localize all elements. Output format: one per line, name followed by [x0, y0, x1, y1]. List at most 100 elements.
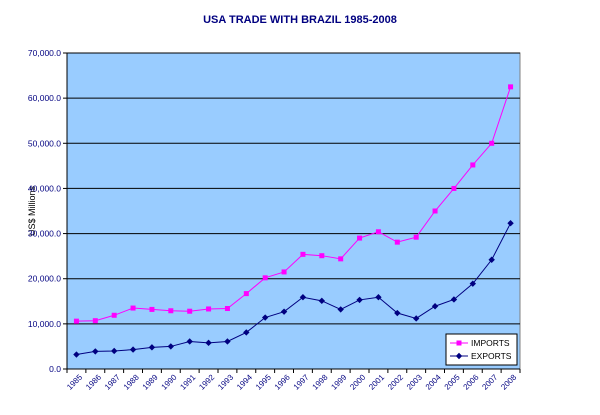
- data-point: [338, 256, 344, 262]
- data-point: [281, 269, 287, 275]
- data-point: [412, 315, 420, 322]
- data-point: [206, 306, 212, 312]
- x-tick-label: 1993: [216, 372, 235, 391]
- data-point: [280, 308, 288, 315]
- data-point: [186, 338, 193, 345]
- data-point: [488, 256, 495, 263]
- data-point: [187, 308, 193, 314]
- x-tick-label: 1985: [65, 372, 84, 391]
- data-point: [394, 239, 400, 245]
- data-point: [73, 318, 79, 324]
- data-point: [450, 296, 458, 303]
- data-point: [508, 84, 514, 90]
- data-point: [300, 251, 306, 257]
- x-tick-label: 1989: [141, 372, 160, 391]
- x-tick-label: 2008: [499, 372, 518, 391]
- x-tick-label: 1996: [273, 372, 292, 391]
- data-point: [451, 185, 457, 191]
- legend-label: EXPORTS: [471, 351, 512, 361]
- x-tick-label: 1997: [292, 372, 311, 391]
- data-point: [375, 294, 382, 301]
- legend-item: IMPORTS: [450, 338, 510, 348]
- x-tick-label: 2002: [386, 372, 405, 391]
- x-tick-label: 2006: [462, 372, 481, 391]
- x-tick-label: 1999: [329, 372, 348, 391]
- data-point: [149, 306, 155, 312]
- x-tick-label: 2004: [424, 372, 443, 391]
- y-tick-label: 0.0: [49, 364, 61, 374]
- y-tick-label: 40,000.0: [28, 183, 61, 193]
- data-point: [243, 329, 250, 336]
- chart-title: USA TRADE WITH BRAZIL 1985-2008: [203, 14, 397, 26]
- data-point: [507, 219, 514, 227]
- data-point: [319, 253, 325, 259]
- y-tick-label: 30,000.0: [28, 229, 61, 239]
- series-line: [76, 222, 512, 356]
- legend-marker: [455, 352, 463, 360]
- y-tick-label: 50,000.0: [28, 138, 61, 148]
- y-tick-label: 20,000.0: [28, 274, 61, 284]
- data-point: [224, 306, 230, 312]
- data-point: [432, 208, 438, 214]
- data-point: [394, 309, 401, 317]
- x-tick-label: 1992: [197, 372, 216, 391]
- data-point: [318, 297, 326, 305]
- data-point: [357, 235, 363, 241]
- x-tick-label: 1995: [254, 372, 273, 391]
- x-tick-label: 1987: [103, 372, 122, 391]
- data-point: [111, 312, 117, 318]
- legend-item: EXPORTS: [450, 351, 512, 361]
- series-line: [76, 86, 512, 322]
- data-point: [431, 303, 439, 310]
- data-point: [168, 308, 174, 314]
- x-tick-label: 1986: [84, 372, 103, 391]
- y-tick-labels: 0.0 10,000.0 20,000.0 30,000.0 40,000.0 50,00…: [28, 48, 61, 374]
- x-tick-label: 2000: [348, 372, 367, 391]
- plot-area: [66, 52, 521, 370]
- x-tick-label: 1991: [178, 372, 197, 391]
- data-point: [224, 338, 231, 345]
- data-point: [130, 305, 136, 311]
- x-tick-label: 1990: [160, 372, 179, 391]
- y-tick-label: 60,000.0: [28, 93, 61, 103]
- data-point: [489, 140, 495, 146]
- legend: IMPORTS EXPORTS: [445, 333, 518, 366]
- y-axis-label: US$ Millions: [27, 185, 37, 236]
- y-tick-label: 10,000.0: [28, 319, 61, 329]
- data-point: [167, 343, 175, 350]
- data-point: [243, 291, 249, 297]
- x-tick-label: 2003: [405, 372, 424, 391]
- y-tick-label: 70,000.0: [28, 48, 61, 58]
- x-tick-label: 2007: [480, 372, 499, 391]
- series: [73, 84, 514, 358]
- data-point: [356, 296, 363, 304]
- x-tick-label: 1988: [122, 372, 141, 391]
- x-tick-labels: 1985 1986 1987 1988 1989 1990 1991 1992 1993 1994…: [65, 372, 518, 391]
- data-point: [73, 351, 80, 358]
- gridlines: [67, 52, 520, 325]
- data-point: [262, 275, 268, 281]
- x-tick-label: 2005: [443, 372, 462, 391]
- data-point: [129, 346, 137, 353]
- data-point: [469, 280, 477, 287]
- legend-label: IMPORTS: [471, 338, 510, 348]
- data-point: [375, 229, 381, 235]
- x-tick-label: 1994: [235, 372, 254, 391]
- data-point: [205, 339, 212, 347]
- data-point: [92, 318, 98, 324]
- data-point: [261, 314, 269, 321]
- data-point: [299, 294, 307, 301]
- data-point: [110, 347, 118, 355]
- data-point: [92, 348, 99, 355]
- data-point: [337, 306, 344, 313]
- data-point: [470, 162, 476, 168]
- legend-box: [445, 333, 518, 366]
- x-tick-label: 1998: [311, 372, 330, 391]
- x-tick-label: 2001: [367, 372, 386, 391]
- data-point: [148, 344, 156, 351]
- legend-marker: [456, 340, 462, 346]
- series-imports: [73, 84, 514, 324]
- axes: [63, 52, 521, 373]
- series-exports: [73, 219, 514, 358]
